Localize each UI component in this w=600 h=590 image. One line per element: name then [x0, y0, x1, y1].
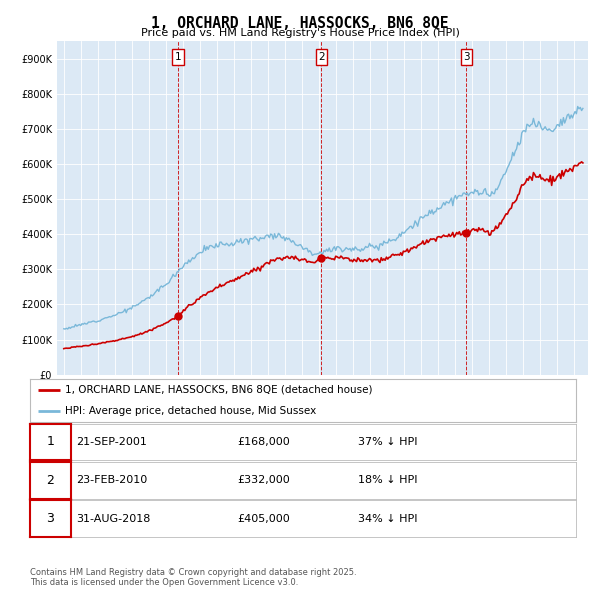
Text: Price paid vs. HM Land Registry's House Price Index (HPI): Price paid vs. HM Land Registry's House … — [140, 28, 460, 38]
Text: £405,000: £405,000 — [238, 514, 290, 523]
Text: 18% ↓ HPI: 18% ↓ HPI — [358, 476, 417, 485]
Text: 21-SEP-2001: 21-SEP-2001 — [76, 437, 147, 447]
Text: £168,000: £168,000 — [238, 437, 290, 447]
Text: £332,000: £332,000 — [238, 476, 290, 485]
Text: 1: 1 — [46, 435, 55, 448]
Text: 37% ↓ HPI: 37% ↓ HPI — [358, 437, 417, 447]
Text: Contains HM Land Registry data © Crown copyright and database right 2025.
This d: Contains HM Land Registry data © Crown c… — [30, 568, 356, 587]
Text: 1: 1 — [175, 52, 181, 62]
Text: 1, ORCHARD LANE, HASSOCKS, BN6 8QE (detached house): 1, ORCHARD LANE, HASSOCKS, BN6 8QE (deta… — [65, 385, 373, 395]
Text: HPI: Average price, detached house, Mid Sussex: HPI: Average price, detached house, Mid … — [65, 407, 317, 416]
Text: 2: 2 — [46, 474, 55, 487]
Text: 2: 2 — [318, 52, 325, 62]
Text: 23-FEB-2010: 23-FEB-2010 — [76, 476, 148, 485]
Text: 3: 3 — [46, 512, 55, 525]
Text: 34% ↓ HPI: 34% ↓ HPI — [358, 514, 417, 523]
Text: 1, ORCHARD LANE, HASSOCKS, BN6 8QE: 1, ORCHARD LANE, HASSOCKS, BN6 8QE — [151, 16, 449, 31]
Text: 3: 3 — [463, 52, 470, 62]
Text: 31-AUG-2018: 31-AUG-2018 — [76, 514, 151, 523]
